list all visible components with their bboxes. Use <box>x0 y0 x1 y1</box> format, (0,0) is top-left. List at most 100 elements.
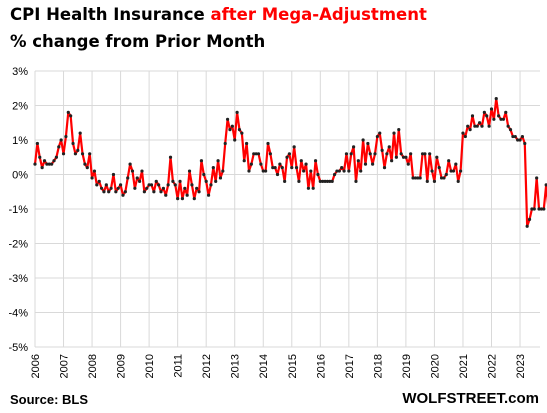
chart-series <box>33 97 547 228</box>
data-point <box>147 183 151 187</box>
data-point <box>278 162 282 166</box>
data-point <box>138 179 142 183</box>
data-point <box>235 110 239 114</box>
data-point <box>187 169 192 173</box>
data-point <box>109 186 113 190</box>
data-point <box>183 186 187 190</box>
data-point <box>466 124 470 128</box>
data-point <box>195 186 199 190</box>
data-point <box>178 179 182 183</box>
data-point <box>297 179 301 183</box>
data-point <box>302 169 306 173</box>
data-point <box>371 162 375 166</box>
data-point <box>252 152 256 156</box>
data-point <box>409 152 413 156</box>
x-tick-label: 2016 <box>315 354 327 378</box>
data-point <box>392 131 396 135</box>
data-point <box>71 141 75 146</box>
data-point <box>482 110 486 114</box>
series-line <box>33 97 547 228</box>
data-point <box>416 176 420 180</box>
data-point <box>478 121 482 125</box>
data-point <box>399 152 403 156</box>
data-point <box>102 190 106 194</box>
data-point <box>542 207 546 211</box>
data-point <box>216 159 220 163</box>
x-tick-label: 2018 <box>372 354 384 378</box>
data-point <box>69 114 73 118</box>
data-point <box>321 179 325 183</box>
data-point <box>285 155 289 159</box>
chart-grid <box>34 70 540 348</box>
chart-subtitle: % change from Prior Month <box>10 32 266 51</box>
y-tick-label: -4% <box>8 308 28 320</box>
data-point <box>535 176 539 180</box>
data-point <box>508 128 513 132</box>
data-point <box>439 176 444 180</box>
data-point <box>128 162 132 166</box>
data-point <box>228 128 232 132</box>
data-point <box>97 179 101 183</box>
data-point <box>292 145 296 149</box>
data-point <box>61 152 66 156</box>
data-point <box>413 176 418 180</box>
x-tick-label: 2014 <box>258 354 270 378</box>
data-point <box>83 162 87 166</box>
data-point <box>318 179 322 183</box>
data-point <box>256 152 261 156</box>
data-point <box>157 183 161 187</box>
data-point <box>47 162 51 166</box>
data-point <box>176 197 180 201</box>
data-point <box>192 197 196 201</box>
data-point <box>214 179 218 183</box>
data-point <box>513 134 517 139</box>
data-point <box>468 128 472 132</box>
data-point <box>52 159 56 163</box>
data-point <box>316 172 320 177</box>
data-point <box>458 169 463 173</box>
data-point <box>123 190 127 194</box>
data-point <box>404 155 408 159</box>
data-point <box>309 169 313 173</box>
data-point <box>337 169 341 173</box>
data-point <box>544 183 547 187</box>
data-point <box>111 172 116 177</box>
data-point <box>164 193 168 197</box>
data-point <box>532 207 536 211</box>
data-point <box>73 152 78 156</box>
data-point <box>423 152 427 156</box>
data-point <box>442 176 446 180</box>
data-point <box>506 124 510 128</box>
data-point <box>261 169 265 173</box>
data-point <box>80 152 85 156</box>
data-point <box>356 159 360 163</box>
data-point <box>335 169 339 173</box>
data-point <box>520 134 525 139</box>
data-point <box>90 176 94 180</box>
data-point <box>171 179 175 183</box>
data-point <box>330 179 334 183</box>
x-tick-label: 2006 <box>30 354 42 378</box>
data-point <box>340 166 344 170</box>
chart-title-accent: after Mega-Adjustment <box>210 5 427 24</box>
data-point <box>180 197 185 201</box>
data-point <box>92 169 97 173</box>
data-point <box>135 176 139 180</box>
data-point <box>359 169 363 173</box>
data-point <box>368 152 372 156</box>
data-point <box>154 179 158 183</box>
data-point <box>218 176 223 180</box>
data-point <box>45 162 49 166</box>
data-point <box>204 179 208 183</box>
data-point <box>104 183 108 187</box>
data-point <box>480 124 484 128</box>
chart-title: CPI Health Insurance after Mega-Adjustme… <box>10 5 427 25</box>
data-point <box>516 138 520 142</box>
data-point <box>54 155 59 159</box>
data-point <box>95 183 99 187</box>
x-tick-label: 2008 <box>87 354 99 378</box>
x-tick-label: 2013 <box>230 354 242 378</box>
data-point <box>142 190 146 194</box>
y-tick-label: 3% <box>12 66 28 78</box>
data-point <box>190 183 194 187</box>
